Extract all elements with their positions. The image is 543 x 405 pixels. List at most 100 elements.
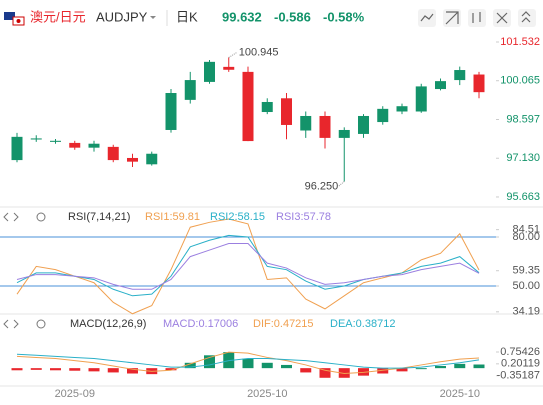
macd-bar bbox=[50, 368, 61, 371]
legend-entry: DIF:0.47215 bbox=[253, 318, 314, 330]
tool-icon bbox=[496, 12, 508, 24]
candle-body bbox=[281, 98, 292, 125]
candle-body bbox=[146, 153, 158, 165]
tool-icon bbox=[420, 13, 434, 22]
y-tick-label: 84.51 bbox=[512, 224, 540, 236]
tool-button[interactable] bbox=[468, 9, 486, 27]
macd-bar bbox=[261, 362, 273, 369]
candle-body bbox=[127, 157, 138, 162]
macd-line bbox=[16, 353, 480, 369]
macd-bar bbox=[223, 352, 235, 369]
macd-bar bbox=[204, 355, 215, 369]
flag bbox=[4, 12, 25, 26]
candle-body bbox=[261, 101, 273, 113]
tool-icon bbox=[521, 11, 531, 23]
legend-entry: DEA:0.38712 bbox=[330, 318, 395, 330]
price: 99.632 bbox=[222, 9, 262, 24]
y-tick-label: 98.597 bbox=[506, 113, 540, 125]
y-tick-label: 0.20119 bbox=[501, 358, 540, 370]
macd-bar bbox=[396, 368, 408, 372]
macd-bar bbox=[358, 368, 369, 376]
macd-bar bbox=[300, 368, 312, 373]
dropdown[interactable] bbox=[150, 16, 156, 19]
candle-body bbox=[435, 81, 446, 90]
candle-body bbox=[358, 115, 369, 134]
macd-bar bbox=[473, 364, 485, 369]
indicator-title: MACD(12,26,9) bbox=[70, 318, 146, 330]
macd-bar bbox=[242, 358, 254, 369]
tool-icon bbox=[472, 12, 481, 23]
y-tick-label: 0.75426 bbox=[500, 346, 540, 358]
tool-icon bbox=[445, 11, 459, 25]
candle-body bbox=[300, 115, 312, 131]
macd-bar bbox=[30, 368, 42, 370]
macd-bar bbox=[184, 362, 196, 369]
rsi-line bbox=[16, 243, 480, 290]
candle-body bbox=[184, 80, 196, 100]
y-tick-label: 59.35 bbox=[512, 265, 540, 277]
macd-bar bbox=[88, 368, 100, 372]
candle-body bbox=[50, 140, 61, 142]
x-tick-label: 2025-10 bbox=[247, 388, 287, 400]
legend-entry: RSI2:58.15 bbox=[210, 211, 265, 223]
macd-bar bbox=[107, 368, 119, 373]
y-tick-label: 95.663 bbox=[506, 191, 540, 203]
candle-body bbox=[88, 143, 100, 148]
candle-body bbox=[377, 108, 389, 123]
y-tick-label: 101.532 bbox=[500, 36, 540, 48]
macd-bar bbox=[377, 368, 389, 374]
macd-bar bbox=[454, 363, 466, 369]
settings-icon[interactable] bbox=[36, 319, 46, 329]
change: -0.586 bbox=[274, 9, 311, 24]
candle-body bbox=[415, 86, 427, 112]
symbol[interactable]: AUDJPY bbox=[96, 9, 148, 24]
macd-bar bbox=[69, 368, 81, 371]
candle-body bbox=[396, 106, 408, 112]
candle-body bbox=[242, 71, 254, 142]
y-tick-label: 80.00 bbox=[512, 231, 540, 243]
indicator-title: RSI(7,14,21) bbox=[68, 211, 130, 223]
macd-bar bbox=[281, 364, 292, 369]
candle-body bbox=[165, 93, 177, 130]
legend-entry: MACD:0.17006 bbox=[163, 318, 238, 330]
annotation-leader bbox=[228, 52, 238, 58]
candle-body bbox=[69, 142, 81, 148]
legend-entry: RSI3:57.78 bbox=[276, 211, 331, 223]
macd-bar bbox=[127, 368, 138, 374]
candle-body bbox=[11, 136, 23, 161]
macd-bar bbox=[11, 368, 23, 371]
macd-bar bbox=[435, 366, 446, 369]
annotation-leader bbox=[337, 181, 345, 187]
x-tick-label: 2025-10 bbox=[440, 388, 480, 400]
candle-body bbox=[454, 70, 466, 81]
rsi-line bbox=[16, 234, 480, 297]
y-tick-label: 100.065 bbox=[500, 75, 540, 87]
candle-body bbox=[107, 146, 119, 161]
candle-body bbox=[204, 61, 215, 82]
legend-entry: RSI1:59.81 bbox=[145, 211, 200, 223]
period[interactable]: 日K bbox=[176, 9, 198, 24]
macd-bar bbox=[165, 368, 177, 371]
macd-bar bbox=[319, 368, 331, 378]
candle-body bbox=[319, 115, 331, 138]
candle-body bbox=[338, 129, 350, 138]
y-tick-label: -0.35187 bbox=[497, 370, 540, 382]
tool-button[interactable] bbox=[518, 9, 536, 27]
collapse-icon[interactable] bbox=[3, 212, 19, 222]
candle-body bbox=[30, 138, 42, 140]
annotation: 96.250 bbox=[305, 180, 339, 192]
y-tick-label: 97.130 bbox=[506, 152, 540, 164]
pair-name[interactable]: 澳元/日元 bbox=[30, 9, 86, 24]
candle-body bbox=[473, 74, 485, 93]
y-tick-label: 50.00 bbox=[512, 280, 540, 292]
collapse-icon[interactable] bbox=[3, 319, 19, 329]
annotation: 100.945 bbox=[239, 46, 279, 58]
macd-bar bbox=[338, 368, 350, 378]
y-tick-label: 34.19 bbox=[512, 306, 540, 318]
x-tick-label: 2025-09 bbox=[55, 388, 95, 400]
candle-body bbox=[223, 66, 235, 70]
settings-icon[interactable] bbox=[36, 212, 46, 222]
macd-bar bbox=[415, 368, 427, 370]
